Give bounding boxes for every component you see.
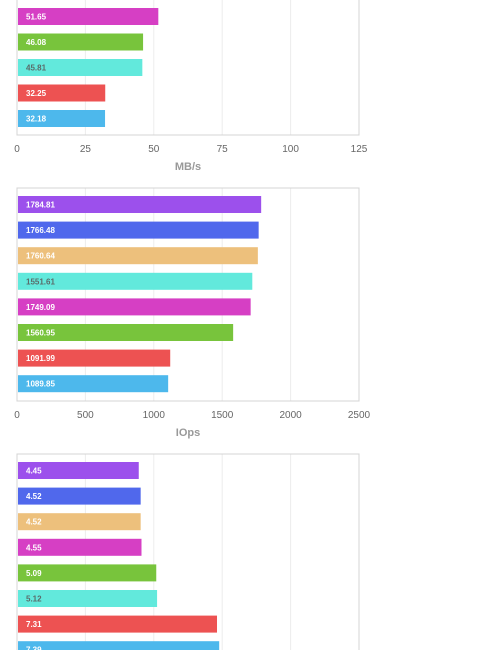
bar <box>18 298 251 316</box>
x-tick-label: 25 <box>80 144 92 155</box>
x-tick-label: 1500 <box>211 410 234 421</box>
bar-value-label: 1760.64 <box>26 252 55 261</box>
x-tick-label: 100 <box>282 144 299 155</box>
x-tick-label: 0 <box>14 144 20 155</box>
x-tick-label: 1000 <box>143 410 166 421</box>
bar <box>18 59 143 76</box>
bar-value-label: 5.09 <box>26 569 42 578</box>
bar <box>18 462 139 479</box>
x-tick-label: 0 <box>14 410 20 421</box>
plot-frame <box>16 453 360 650</box>
bar <box>18 538 142 556</box>
bar-value-label: 4.52 <box>26 492 42 501</box>
bar-value-label: 1089.85 <box>26 380 55 389</box>
chart-2: 1784.81 1766.48 1760.64 1551.61 1749.09 1560.… <box>14 187 371 439</box>
x-tick-label: 2500 <box>348 410 371 421</box>
bar <box>18 247 258 265</box>
x-tick-label: 50 <box>148 144 160 155</box>
bar <box>18 375 169 393</box>
bar <box>18 641 220 650</box>
x-tick-label: 500 <box>77 410 94 421</box>
bar-value-label: 4.45 <box>26 467 42 476</box>
bar <box>18 590 158 607</box>
bar <box>18 110 106 127</box>
bar-value-label: 51.65 <box>26 13 47 22</box>
bar <box>18 221 259 239</box>
bar-value-label: 1551.61 <box>26 277 55 286</box>
bar-value-label: 46.08 <box>26 38 47 47</box>
bar-value-label: 32.18 <box>26 115 47 124</box>
bar <box>18 33 144 51</box>
x-axis-title: MB/s <box>175 161 201 173</box>
bar <box>18 487 141 505</box>
bar-value-label: 4.55 <box>26 543 42 552</box>
bar-value-label: 7.39 <box>26 646 42 650</box>
bar-value-label: 5.12 <box>26 595 42 604</box>
chart-1: 51.65 46.08 45.81 32.25 32.18 0 25 50 75 100 125 MB… <box>14 0 368 173</box>
x-axis-title: IOps <box>176 427 200 439</box>
bar-value-label: 1766.48 <box>26 226 55 235</box>
bar-value-label: 4.52 <box>26 518 42 527</box>
plot-frame <box>16 0 360 136</box>
x-tick-label: 2000 <box>279 410 302 421</box>
bar <box>18 615 218 633</box>
bar-value-label: 1784.81 <box>26 201 55 210</box>
x-tick-label: 125 <box>351 144 368 155</box>
bar <box>18 196 262 213</box>
bar-value-label: 32.25 <box>26 89 47 98</box>
bar-value-label: 45.81 <box>26 64 47 73</box>
plot-frame <box>16 187 360 402</box>
bar <box>18 564 157 582</box>
x-tick-label: 75 <box>217 144 229 155</box>
bar <box>18 324 234 341</box>
bar-value-label: 7.31 <box>26 620 42 629</box>
bar-value-label: 1749.09 <box>26 303 55 312</box>
bar-value-label: 1560.95 <box>26 329 55 338</box>
bar <box>18 513 141 531</box>
bar <box>18 272 253 290</box>
bar <box>18 8 159 25</box>
chart-3: 4.45 4.52 4.52 4.55 5.09 5.12 7.31 7.39 <box>16 453 360 650</box>
bar <box>18 84 106 102</box>
bar <box>18 349 171 367</box>
bar-value-label: 1091.99 <box>26 354 55 363</box>
